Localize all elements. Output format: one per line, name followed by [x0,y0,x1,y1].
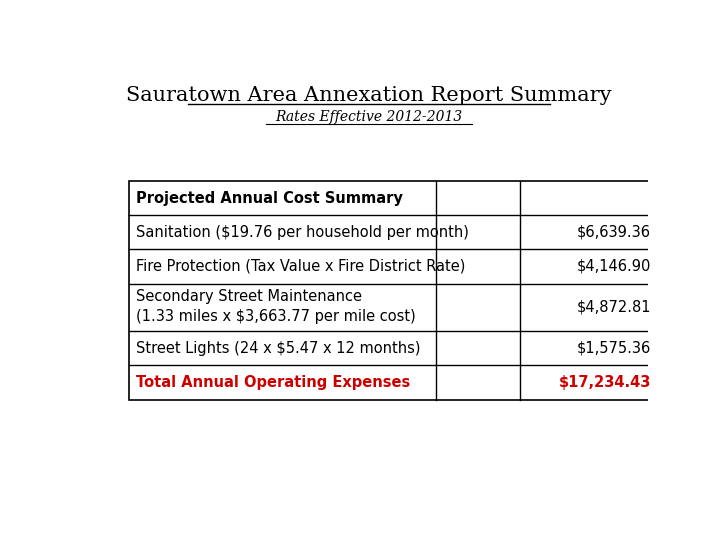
Text: $17,234.43: $17,234.43 [559,375,651,390]
Text: $1,575.36: $1,575.36 [577,341,651,356]
Text: Fire Protection (Tax Value x Fire District Rate): Fire Protection (Tax Value x Fire Distri… [136,259,465,274]
Text: (1.33 miles x $3,663.77 per mile cost): (1.33 miles x $3,663.77 per mile cost) [136,308,415,323]
Text: Total Annual Operating Expenses: Total Annual Operating Expenses [136,375,410,390]
Text: Rates Effective 2012-2013: Rates Effective 2012-2013 [275,110,463,124]
Text: $4,146.90: $4,146.90 [577,259,651,274]
Text: Projected Annual Cost Summary: Projected Annual Cost Summary [136,191,402,206]
Text: Secondary Street Maintenance: Secondary Street Maintenance [136,289,361,305]
Text: Sauratown Area Annexation Report Summary: Sauratown Area Annexation Report Summary [126,86,612,105]
Text: $4,872.81: $4,872.81 [576,300,651,315]
Text: $6,639.36: $6,639.36 [577,225,651,240]
Text: Street Lights (24 x $5.47 x 12 months): Street Lights (24 x $5.47 x 12 months) [136,341,420,356]
Text: Sanitation ($19.76 per household per month): Sanitation ($19.76 per household per mon… [136,225,469,240]
